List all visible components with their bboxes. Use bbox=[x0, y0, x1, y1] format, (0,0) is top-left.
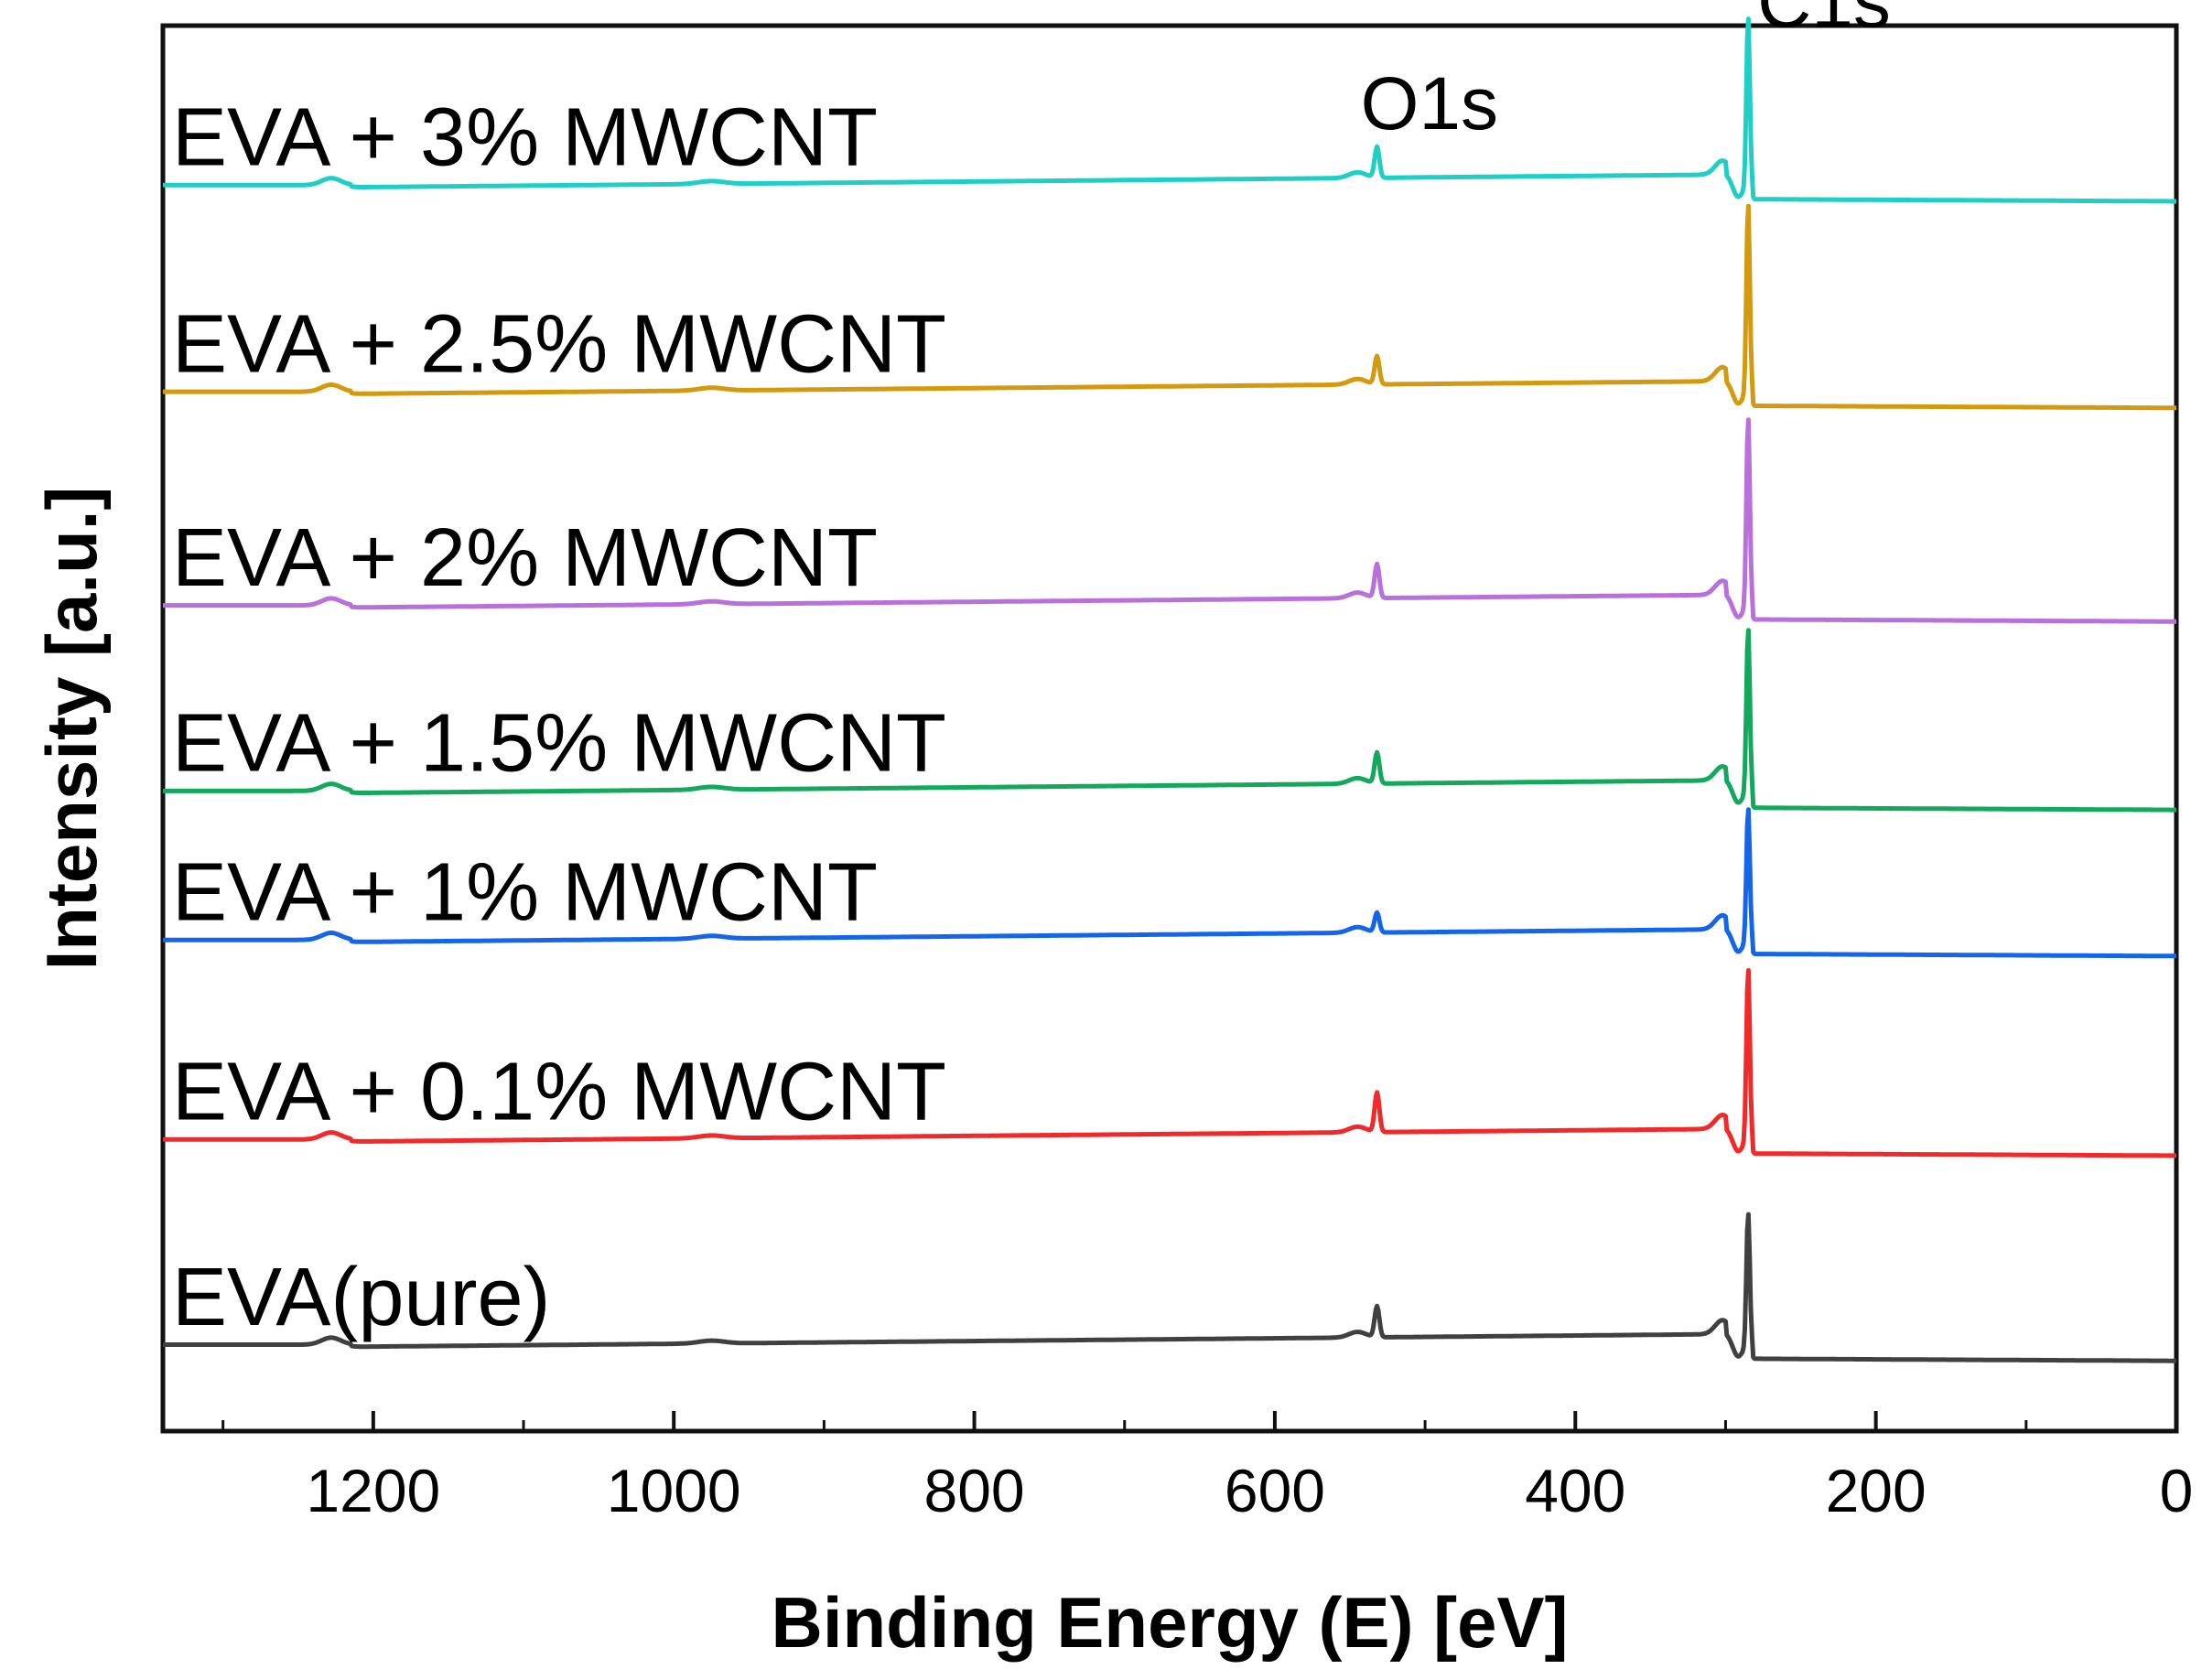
series-label: EVA(pure) bbox=[172, 1252, 550, 1343]
series-line bbox=[161, 807, 2178, 959]
series-label: EVA + 0.1% MWCNT bbox=[172, 1047, 946, 1138]
peak-annotation: C1s bbox=[1757, 0, 1891, 43]
series-group bbox=[161, 16, 2178, 1363]
series-label: EVA + 1% MWCNT bbox=[172, 846, 878, 938]
x-tick-label: 600 bbox=[1225, 1457, 1325, 1524]
series-line bbox=[161, 968, 2178, 1158]
peak-annotation: O1s bbox=[1361, 62, 1498, 145]
series-line bbox=[161, 16, 2178, 204]
series-label: EVA + 2.5% MWCNT bbox=[172, 298, 946, 390]
x-tick-label: 800 bbox=[924, 1457, 1025, 1524]
x-tick-label: 0 bbox=[2160, 1457, 2194, 1524]
x-axis-title: Binding Energy (E) [eV] bbox=[771, 1582, 1568, 1663]
x-tick-label: 200 bbox=[1826, 1457, 1927, 1524]
series-label: EVA + 2% MWCNT bbox=[172, 512, 878, 604]
series-label: EVA + 3% MWCNT bbox=[172, 92, 878, 184]
series-line bbox=[161, 417, 2178, 624]
labels-group: EVA + 3% MWCNT EVA + 2.5% MWCNT EVA + 2% M… bbox=[172, 0, 1891, 1343]
x-tick-label: 1000 bbox=[607, 1457, 741, 1524]
x-tick-label: 400 bbox=[1525, 1457, 1625, 1524]
series-line bbox=[161, 628, 2178, 813]
x-tick-label: 1200 bbox=[306, 1457, 440, 1524]
x-axis-ticks: 1200 1000 800 600 400 200 0 bbox=[221, 1411, 2194, 1524]
series-line bbox=[161, 203, 2178, 411]
y-axis-title: Intensity [a.u.] bbox=[31, 487, 112, 971]
series-line bbox=[161, 1212, 2178, 1363]
series-label: EVA + 1.5% MWCNT bbox=[172, 698, 946, 790]
plot-frame bbox=[160, 23, 2179, 1434]
